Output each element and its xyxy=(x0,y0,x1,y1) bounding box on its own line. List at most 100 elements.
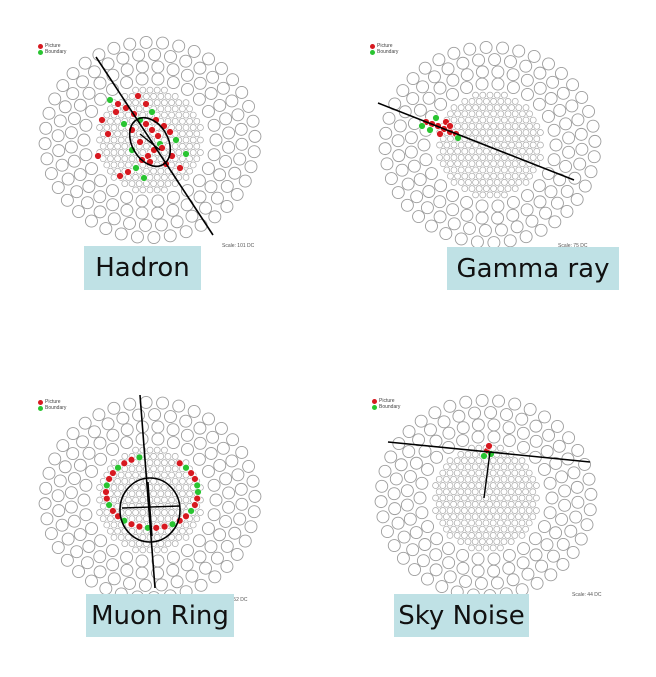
picture-pixel xyxy=(135,522,144,531)
picture-pixel xyxy=(446,122,454,130)
boundary-legend-dot xyxy=(38,49,43,55)
picture-legend-dot xyxy=(370,43,375,49)
legend-boundary-label: Boundary xyxy=(377,49,399,55)
label-skynoise: Sky Noise xyxy=(394,594,529,637)
picture-pixel xyxy=(94,152,102,160)
legend-picture-label: Picture xyxy=(377,43,393,49)
camera-hadron xyxy=(38,35,262,245)
hillas-minor-axis xyxy=(483,451,491,499)
picture-pixel xyxy=(127,456,136,464)
panel-skynoise: Picture Boundary Scale: 44 DC Sky Noise xyxy=(350,350,656,660)
picture-pixel xyxy=(120,459,128,467)
camera-pixels xyxy=(378,40,602,250)
picture-pixel xyxy=(187,507,195,515)
picture-pixel xyxy=(109,507,117,515)
hillas-minor-axis xyxy=(139,133,161,151)
picture-pixel xyxy=(166,128,174,136)
picture-pixel xyxy=(109,469,117,477)
picture-pixel xyxy=(142,100,150,108)
picture-pixel xyxy=(182,150,190,158)
picture-pixel xyxy=(102,488,110,496)
camera-gamma xyxy=(377,40,602,250)
picture-pixel xyxy=(105,475,113,483)
scale-hadron: Scale: 101 DC xyxy=(222,243,255,249)
picture-pixel xyxy=(142,120,150,128)
legend-gamma: Picture Boundary xyxy=(370,43,398,55)
hillas-axis xyxy=(387,441,591,463)
picture-legend-dot xyxy=(38,399,43,405)
picture-pixel xyxy=(103,481,111,490)
picture-pixel xyxy=(114,464,122,472)
picture-pixel xyxy=(182,464,190,472)
panel-muon: Picture Boundary Scale: 52 DC Muon Ring xyxy=(0,350,330,660)
legend-picture-label: Picture xyxy=(45,43,61,49)
panel-gamma: Picture Boundary Scale: 75 DC Gamma ray xyxy=(350,0,656,300)
legend-skynoise: Picture Boundary xyxy=(372,398,400,410)
picture-pixel xyxy=(148,108,156,116)
picture-pixel xyxy=(176,459,184,467)
label-hadron: Hadron xyxy=(84,246,201,290)
picture-pixel xyxy=(418,122,426,130)
picture-pixel xyxy=(426,126,434,134)
picture-pixel xyxy=(193,494,201,503)
picture-pixel xyxy=(135,453,144,462)
legend-picture-label: Picture xyxy=(379,398,395,404)
picture-pixel xyxy=(116,172,124,180)
picture-pixel xyxy=(154,132,162,140)
scale-gamma: Scale: 75 DC xyxy=(558,243,588,249)
picture-pixel xyxy=(114,100,122,108)
legend-boundary-label: Boundary xyxy=(45,405,67,411)
picture-pixel xyxy=(432,114,440,122)
picture-pixel xyxy=(103,494,111,503)
picture-pixel xyxy=(193,481,201,490)
picture-pixel xyxy=(152,524,160,532)
hillas-axis xyxy=(377,102,575,181)
picture-pixel xyxy=(160,522,169,531)
label-gamma: Gamma ray xyxy=(447,247,619,290)
picture-pixel xyxy=(134,92,142,100)
picture-pixel xyxy=(112,108,120,116)
hillas-axis xyxy=(139,394,156,589)
boundary-legend-dot xyxy=(370,49,375,55)
legend-muon: Picture Boundary xyxy=(38,399,66,411)
picture-pixel xyxy=(168,520,177,528)
legend-boundary-label: Boundary xyxy=(45,49,67,55)
picture-pixel xyxy=(480,452,488,460)
picture-pixel xyxy=(176,164,184,172)
picture-pixel xyxy=(120,120,128,128)
camera-pixels xyxy=(38,35,262,245)
legend-boundary-label: Boundary xyxy=(379,404,401,410)
picture-pixel xyxy=(436,130,444,138)
hillas-ellipse xyxy=(119,477,181,543)
label-muon: Muon Ring xyxy=(86,594,234,637)
panel-hadron: Picture Boundary Scale: 101 DC Hadron xyxy=(0,0,330,300)
picture-pixel xyxy=(105,501,113,509)
picture-pixel xyxy=(136,138,144,146)
camera-skynoise xyxy=(374,393,598,603)
picture-pixel xyxy=(98,116,106,124)
camera-pixels xyxy=(374,393,598,603)
picture-pixel xyxy=(485,442,493,450)
picture-pixel xyxy=(132,164,140,172)
hillas-minor-axis xyxy=(121,505,181,509)
picture-pixel xyxy=(182,512,190,520)
picture-pixel xyxy=(140,174,148,182)
picture-pixel xyxy=(172,136,180,144)
picture-pixel xyxy=(124,168,132,176)
legend-hadron: Picture Boundary xyxy=(38,43,66,55)
boundary-legend-dot xyxy=(38,405,43,411)
picture-pixel xyxy=(191,501,199,509)
picture-legend-dot xyxy=(38,43,43,49)
scale-skynoise: Scale: 44 DC xyxy=(572,592,602,598)
picture-pixel xyxy=(187,469,195,477)
picture-pixel xyxy=(191,475,199,483)
picture-legend-dot xyxy=(372,398,377,404)
picture-pixel xyxy=(148,126,156,134)
picture-pixel xyxy=(106,96,114,104)
legend-picture-label: Picture xyxy=(45,399,61,405)
picture-pixel xyxy=(104,130,112,138)
picture-pixel xyxy=(194,488,202,496)
hillas-tick xyxy=(147,481,153,537)
boundary-legend-dot xyxy=(372,404,377,410)
picture-pixel xyxy=(127,520,136,528)
